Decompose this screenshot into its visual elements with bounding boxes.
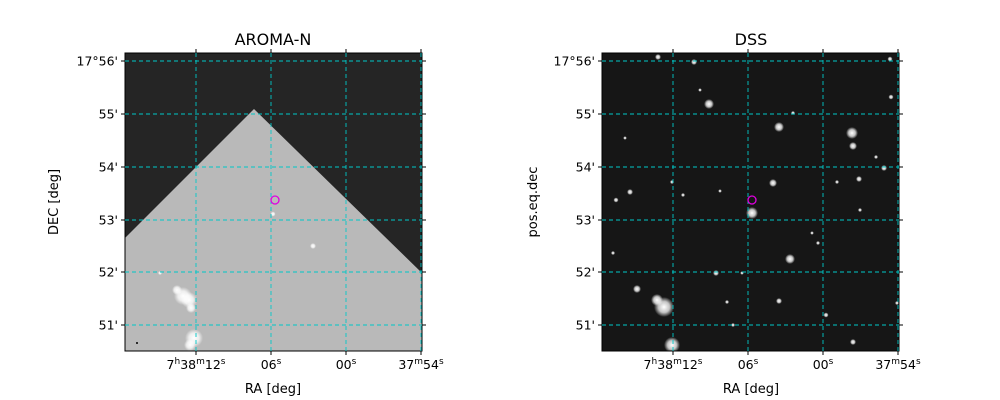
x-tick-label: 37m54s (398, 357, 444, 372)
coverage-footprint (125, 109, 422, 351)
y-tick-label: 17°56' (77, 54, 119, 69)
sky-image (125, 53, 422, 351)
x-tick-label: 7h38m12s (167, 357, 226, 372)
y-tick-label: 51' (576, 318, 595, 333)
y-tick-label: 53' (99, 213, 118, 228)
y-tick-label: 52' (99, 265, 118, 280)
y-tick-labels: 17°56' 55' 54' 53' 52' 51' (77, 54, 119, 333)
axes-frame (124, 52, 423, 352)
x-axis-label: RA [deg] (723, 382, 779, 397)
y-axis-label: pos.eq.dec (526, 167, 541, 238)
x-tick-labels: 7h38m12s 06s 00s 37m54s (644, 357, 921, 372)
sky-image (602, 53, 899, 351)
panel-title: DSS (735, 30, 768, 49)
axis-ticks (598, 49, 903, 355)
target-marker (747, 195, 757, 205)
x-axis-label: RA [deg] (245, 382, 301, 397)
x-tick-label: 00s (813, 357, 834, 372)
panel-dss: DSS (526, 30, 921, 397)
y-tick-label: 55' (576, 107, 595, 122)
x-tick-labels: 7h38m12s 06s 00s 37m54s (167, 357, 444, 372)
grid-lines (125, 53, 422, 351)
axis-ticks (121, 49, 426, 355)
x-tick-label: 06s (261, 357, 282, 372)
x-tick-label: 37m54s (875, 357, 921, 372)
y-tick-label: 52' (576, 265, 595, 280)
x-tick-label: 06s (738, 357, 759, 372)
x-tick-label: 00s (336, 357, 357, 372)
y-tick-label: 51' (99, 318, 118, 333)
image-background (602, 53, 899, 351)
panel-title: AROMA-N (235, 30, 312, 49)
image-sources (136, 211, 316, 351)
panel-aroma-n: AROMA-N 17°56' 55' 54' 53' 52' 51' 7h38m12s 06… (47, 30, 444, 397)
y-tick-label: 54' (576, 160, 595, 175)
y-tick-labels: 17°56' 55' 54' 53' 52' 51' (554, 54, 596, 333)
x-tick-label: 7h38m12s (644, 357, 703, 372)
axes-frame (601, 52, 900, 352)
target-marker (270, 195, 280, 205)
grid-lines (602, 53, 899, 351)
y-tick-label: 54' (99, 160, 118, 175)
y-tick-label: 53' (576, 213, 595, 228)
y-axis-label: DEC [deg] (47, 169, 62, 235)
image-sources (611, 54, 899, 351)
y-tick-label: 55' (99, 107, 118, 122)
y-tick-label: 17°56' (554, 54, 596, 69)
